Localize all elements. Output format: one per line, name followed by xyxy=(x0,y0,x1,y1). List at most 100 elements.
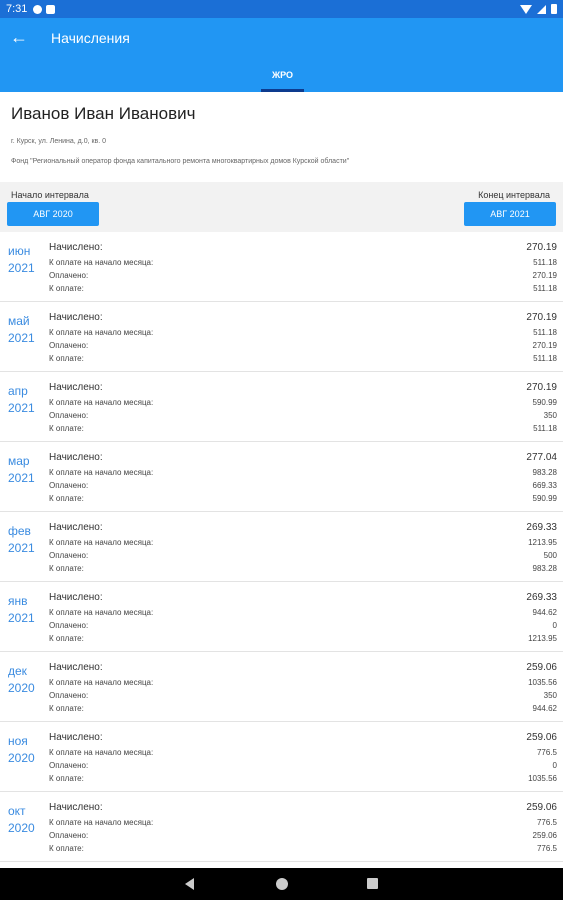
tab-indicator xyxy=(261,89,304,92)
interval-start-button[interactable]: АВГ 2020 xyxy=(7,202,99,226)
paid-label: Оплачено: xyxy=(49,551,89,560)
due-label: К оплате: xyxy=(49,494,84,503)
charge-row[interactable]: май 2021 Начислено: 270.19 К оплате на нач… xyxy=(0,302,563,372)
due-start-value: 944.62 xyxy=(532,608,557,617)
interval-start-label: Начало интервала xyxy=(11,190,89,200)
wifi-icon xyxy=(520,4,532,14)
due-value: 944.62 xyxy=(532,704,557,713)
page-title: Начисления xyxy=(51,30,130,46)
due-value: 776.5 xyxy=(536,844,557,853)
accrued-value: 269.33 xyxy=(526,522,557,533)
owner-name: Иванов Иван Иванович xyxy=(11,104,196,123)
system-nav-bar xyxy=(0,868,563,900)
accrued-label: Начислено: xyxy=(49,732,103,743)
charge-period: дек 2020 xyxy=(8,664,35,695)
status-time: 7:31 xyxy=(6,3,28,15)
due-value: 1213.95 xyxy=(528,634,557,643)
accrued-label: Начислено: xyxy=(49,312,103,323)
tab-zhro[interactable]: ЖРО xyxy=(261,68,304,92)
due-start-value: 511.18 xyxy=(533,258,557,267)
paid-value: 350 xyxy=(543,411,557,420)
battery-icon xyxy=(551,4,557,14)
charge-row[interactable]: янв 2021 Начислено: 269.33 К оплате на нач… xyxy=(0,582,563,652)
charge-row[interactable]: фев 2021 Начислено: 269.33 К оплате на нач… xyxy=(0,512,563,582)
due-start-label: К оплате на начало месяца: xyxy=(49,328,154,337)
owner-address: г. Курск, ул. Ленина, д.0, кв. 0 xyxy=(11,138,107,145)
paid-value: 669.33 xyxy=(532,481,557,490)
accrued-value: 269.33 xyxy=(526,592,557,603)
due-label: К оплате: xyxy=(49,564,84,573)
charge-period: июн 2021 xyxy=(8,244,35,275)
accrued-label: Начислено: xyxy=(49,452,103,463)
tab-label: ЖРО xyxy=(271,70,294,80)
due-start-label: К оплате на начало месяца: xyxy=(49,468,154,477)
accrued-value: 259.06 xyxy=(526,662,557,673)
charge-row[interactable]: дек 2020 Начислено: 259.06 К оплате на нач… xyxy=(0,652,563,722)
paid-value: 0 xyxy=(552,621,557,630)
nav-back-icon[interactable] xyxy=(185,878,194,890)
accrued-value: 270.19 xyxy=(526,242,557,253)
paid-label: Оплачено: xyxy=(49,831,89,840)
due-start-label: К оплате на начало месяца: xyxy=(49,538,154,547)
due-start-label: К оплате на начало месяца: xyxy=(49,678,154,687)
interval-end-button[interactable]: АВГ 2021 xyxy=(464,202,556,226)
sim-icon xyxy=(46,4,56,14)
charge-row[interactable]: июн 2021 Начислено: 270.19 К оплате на нач… xyxy=(0,232,563,302)
due-value: 983.28 xyxy=(532,564,557,573)
notification-icon xyxy=(33,4,43,14)
paid-label: Оплачено: xyxy=(49,621,89,630)
charge-period: май 2021 xyxy=(8,314,35,345)
due-start-value: 776.5 xyxy=(536,748,557,757)
paid-value: 259.06 xyxy=(532,831,557,840)
charge-row[interactable]: апр 2021 Начислено: 270.19 К оплате на нач… xyxy=(0,372,563,442)
due-start-label: К оплате на начало месяца: xyxy=(49,258,154,267)
accrued-label: Начислено: xyxy=(49,592,103,603)
due-label: К оплате: xyxy=(49,354,84,363)
paid-label: Оплачено: xyxy=(49,411,89,420)
due-label: К оплате: xyxy=(49,634,84,643)
due-value: 1035.56 xyxy=(528,774,557,783)
charge-row[interactable]: ноя 2020 Начислено: 259.06 К оплате на нач… xyxy=(0,722,563,792)
accrued-label: Начислено: xyxy=(49,382,103,393)
due-label: К оплате: xyxy=(49,424,84,433)
due-start-label: К оплате на начало месяца: xyxy=(49,818,154,827)
accrued-value: 259.06 xyxy=(526,802,557,813)
fund-name: Фонд "Региональный оператор фонда капита… xyxy=(11,158,350,165)
charge-period: апр 2021 xyxy=(8,384,35,415)
due-start-value: 1213.95 xyxy=(528,538,557,547)
charge-row[interactable]: мар 2021 Начислено: 277.04 К оплате на нач… xyxy=(0,442,563,512)
paid-value: 500 xyxy=(543,551,557,560)
app-bar: ← Начисления ЖРО xyxy=(0,18,563,92)
paid-value: 270.19 xyxy=(532,341,557,350)
charges-list[interactable]: июн 2021 Начислено: 270.19 К оплате на нач… xyxy=(0,232,563,868)
paid-label: Оплачено: xyxy=(49,481,89,490)
paid-label: Оплачено: xyxy=(49,271,89,280)
arrow-left-icon: ← xyxy=(10,26,28,47)
accrued-value: 270.19 xyxy=(526,382,557,393)
interval-panel: Начало интервала АВГ 2020 Конец интервал… xyxy=(0,182,563,232)
due-label: К оплате: xyxy=(49,704,84,713)
paid-label: Оплачено: xyxy=(49,691,89,700)
charge-row[interactable]: окт 2020 Начислено: 259.06 К оплате на нач… xyxy=(0,792,563,862)
paid-value: 270.19 xyxy=(532,271,557,280)
accrued-label: Начислено: xyxy=(49,802,103,813)
due-value: 511.18 xyxy=(533,284,557,293)
accrued-label: Начислено: xyxy=(49,662,103,673)
due-value: 590.99 xyxy=(532,494,557,503)
charge-period: янв 2021 xyxy=(8,594,35,625)
due-start-label: К оплате на начало месяца: xyxy=(49,748,154,757)
nav-home-icon[interactable] xyxy=(276,878,288,890)
due-start-value: 776.5 xyxy=(536,818,557,827)
charge-period: ноя 2020 xyxy=(8,734,35,765)
due-start-label: К оплате на начало месяца: xyxy=(49,608,154,617)
nav-recents-icon[interactable] xyxy=(367,878,378,889)
due-start-value: 983.28 xyxy=(532,468,557,477)
due-start-label: К оплате на начало месяца: xyxy=(49,398,154,407)
paid-label: Оплачено: xyxy=(49,341,89,350)
charge-period: фев 2021 xyxy=(8,524,35,555)
due-label: К оплате: xyxy=(49,774,84,783)
accrued-label: Начислено: xyxy=(49,242,103,253)
due-value: 511.18 xyxy=(533,354,557,363)
charge-period: окт 2020 xyxy=(8,804,35,835)
back-button[interactable]: ← xyxy=(8,26,30,48)
